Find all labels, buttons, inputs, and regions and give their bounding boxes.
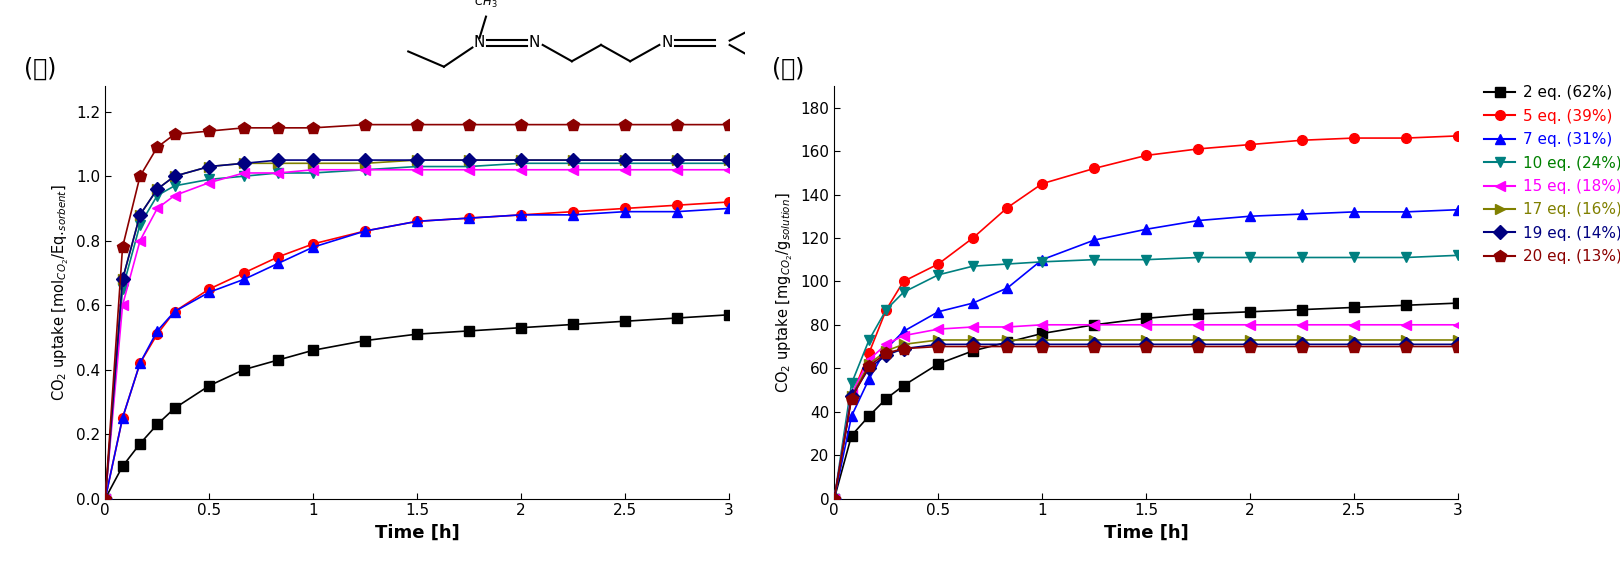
Text: N: N: [473, 36, 486, 50]
X-axis label: Time [h]: Time [h]: [1103, 524, 1189, 542]
Legend: 2 eq. (62%), 5 eq. (39%), 7 eq. (31%), 10 eq. (24%), 15 eq. (18%), 17 eq. (16%),: 2 eq. (62%), 5 eq. (39%), 7 eq. (31%), 1…: [1484, 85, 1620, 264]
Text: N: N: [528, 36, 541, 50]
Text: (나): (나): [773, 57, 804, 81]
X-axis label: Time [h]: Time [h]: [374, 524, 460, 542]
Text: N: N: [661, 36, 674, 50]
Y-axis label: CO$_2$ uptake [mg$_{CO_2}$/g$_{solution}$]: CO$_2$ uptake [mg$_{CO_2}$/g$_{solution}…: [774, 192, 795, 393]
Text: CH$_3$: CH$_3$: [475, 0, 497, 10]
Y-axis label: CO$_2$ uptake [mol$_{CO_2}$/Eq.$_{sorbent}$]: CO$_2$ uptake [mol$_{CO_2}$/Eq.$_{sorben…: [50, 184, 71, 401]
Text: (가): (가): [24, 57, 57, 81]
